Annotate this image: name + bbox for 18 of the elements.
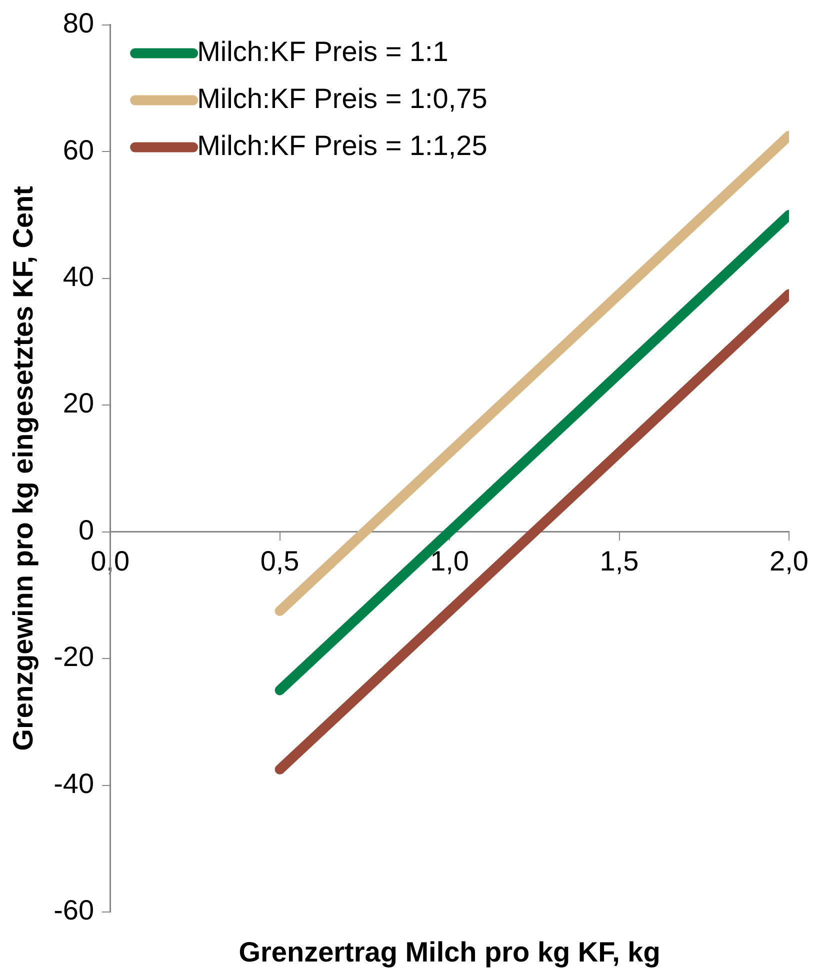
- y-tick-label: 60: [62, 134, 94, 166]
- y-tick-label: 20: [62, 388, 94, 419]
- legend-label: Milch:KF Preis = 1:1: [197, 36, 448, 68]
- legend-label: Milch:KF Preis = 1:0,75: [197, 83, 488, 114]
- x-axis-title: Grenzertrag Milch pro kg KF, kg: [238, 936, 660, 968]
- y-tick-label: 0: [78, 514, 94, 546]
- x-tick-label: 2,0: [770, 545, 808, 576]
- x-tick-label: 0,0: [90, 545, 130, 576]
- x-tick-label: 1,5: [600, 545, 639, 576]
- y-axis-title: Grenzgewinn pro kg eingesetztes KF, Cent: [8, 186, 39, 751]
- y-tick-label: -40: [54, 768, 94, 799]
- x-tick-label: 1,0: [430, 545, 470, 576]
- y-tick-label: -60: [54, 894, 94, 926]
- y-tick-label: 80: [62, 8, 94, 39]
- y-tick-label: 40: [62, 261, 94, 292]
- x-tick-label: 0,5: [260, 545, 300, 576]
- y-tick-label: -20: [54, 641, 94, 672]
- legend-label: Milch:KF Preis = 1:1,25: [197, 130, 488, 162]
